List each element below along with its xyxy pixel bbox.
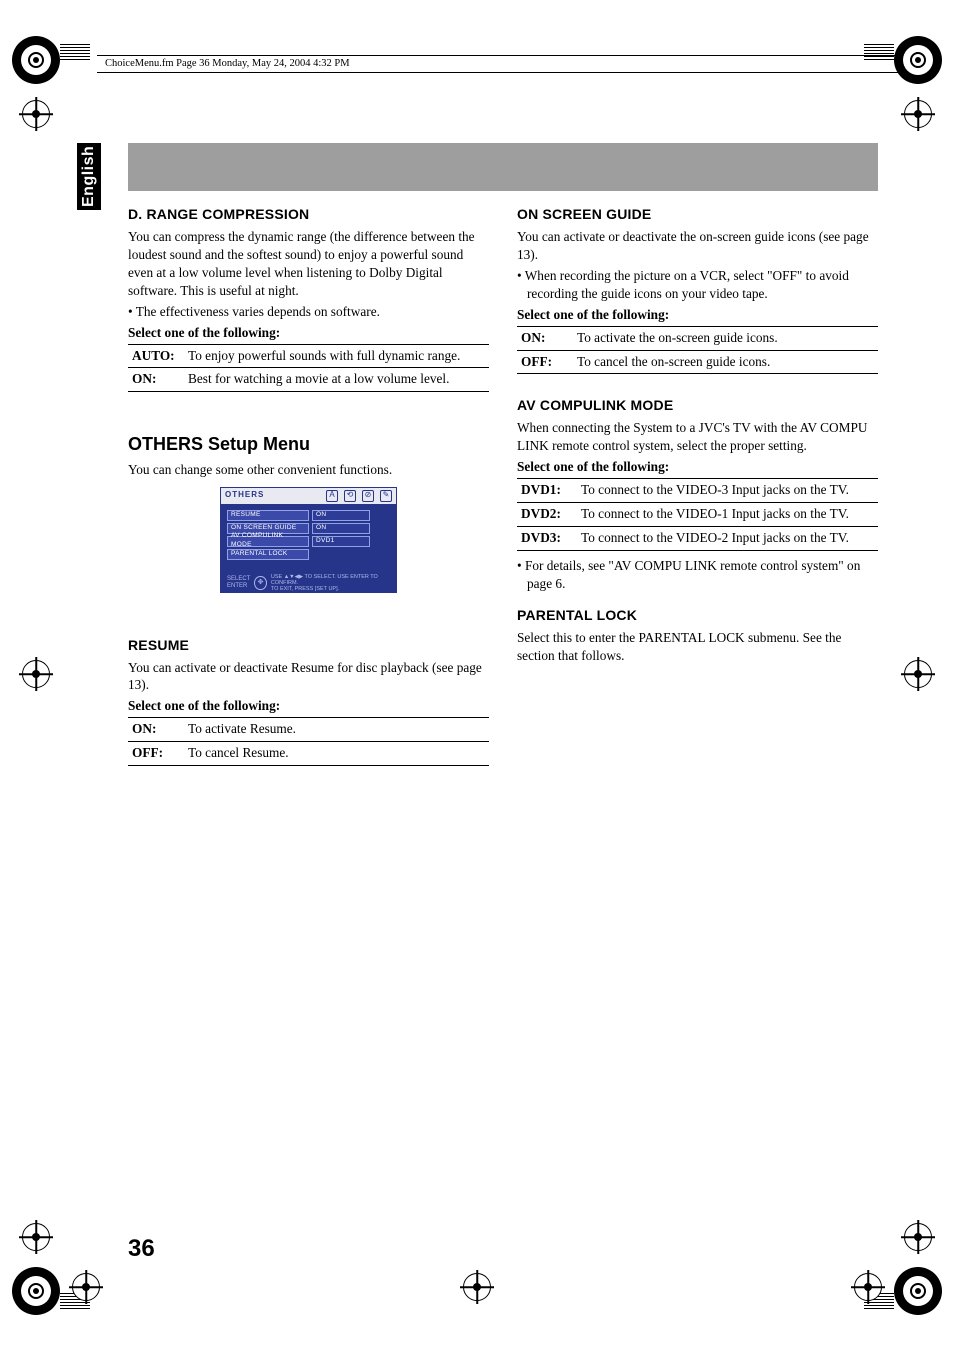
osd-cell-label: AV COMPULINK MODE	[227, 536, 309, 547]
reg-corner-tl	[12, 36, 60, 84]
osd-cell-value: ON	[312, 510, 370, 521]
opt-key: DVD2:	[517, 503, 577, 527]
table-row: AUTO: To enjoy powerful sounds with full…	[128, 344, 489, 368]
opt-val: Best for watching a movie at a low volum…	[184, 368, 489, 392]
opt-key: ON:	[517, 326, 573, 350]
osd-hint-line1: USE ▲▼◀▶ TO SELECT. USE ENTER TO CONFIRM…	[271, 574, 390, 586]
drange-table: AUTO: To enjoy powerful sounds with full…	[128, 344, 489, 393]
osd-cell-label: PARENTAL LOCK	[227, 549, 309, 560]
avc-title: AV COMPULINK MODE	[517, 396, 878, 415]
osd-hint: SELECT ENTER ✥ USE ▲▼◀▶ TO SELECT. USE E…	[227, 574, 390, 592]
running-head-text: ChoiceMenu.fm Page 36 Monday, May 24, 20…	[105, 58, 350, 69]
avc-select: Select one of the following:	[517, 458, 878, 476]
osd-icon: ⟲	[344, 490, 356, 502]
osg-select: Select one of the following:	[517, 306, 878, 324]
osd-title: OTHERS	[225, 490, 264, 501]
opt-key: ON:	[128, 368, 184, 392]
others-para: You can change some other convenient fun…	[128, 461, 489, 479]
table-row: OFF: To cancel the on-screen guide icons…	[517, 350, 878, 374]
opt-val: To cancel the on-screen guide icons.	[573, 350, 878, 374]
osg-title: ON SCREEN GUIDE	[517, 205, 878, 224]
reg-corner-tr	[894, 36, 942, 84]
drange-para: You can compress the dynamic range (the …	[128, 228, 489, 300]
opt-val: To activate the on-screen guide icons.	[573, 326, 878, 350]
table-row: DVD3: To connect to the VIDEO-2 Input ja…	[517, 527, 878, 551]
opt-key: AUTO:	[128, 344, 184, 368]
language-tab: English	[77, 143, 101, 210]
osd-cell-value: ON	[312, 523, 370, 534]
osd-cell-label: RESUME	[227, 510, 309, 521]
drange-select: Select one of the following:	[128, 324, 489, 342]
opt-val: To enjoy powerful sounds with full dynam…	[184, 344, 489, 368]
drange-bullet: • The effectiveness varies depends on so…	[128, 303, 489, 321]
page-number: 36	[128, 1235, 155, 1263]
table-row: ON: To activate Resume.	[128, 718, 489, 742]
table-row: ON: Best for watching a movie at a low v…	[128, 368, 489, 392]
running-head: ChoiceMenu.fm Page 36 Monday, May 24, 20…	[97, 55, 899, 73]
cross-brn	[854, 1273, 882, 1301]
osd-arrows-icon: ✥	[254, 576, 267, 590]
osd-cell-value: DVD1	[312, 536, 370, 547]
reg-corner-br	[894, 1267, 942, 1315]
cross-mr	[904, 660, 932, 688]
osg-table: ON: To activate the on-screen guide icon…	[517, 326, 878, 375]
page: ChoiceMenu.fm Page 36 Monday, May 24, 20…	[0, 0, 954, 1351]
opt-key: OFF:	[517, 350, 573, 374]
opt-val: To connect to the VIDEO-2 Input jacks on…	[577, 527, 878, 551]
opt-key: OFF:	[128, 742, 184, 766]
osd-hint-enter: ENTER	[227, 583, 250, 590]
opt-val: To connect to the VIDEO-3 Input jacks on…	[577, 479, 878, 503]
opt-key: ON:	[128, 718, 184, 742]
content-columns: D. RANGE COMPRESSION You can compress th…	[128, 205, 878, 772]
cross-tl	[22, 100, 50, 128]
cross-bc	[463, 1273, 491, 1301]
resume-para: You can activate or deactivate Resume fo…	[128, 659, 489, 695]
avc-table: DVD1: To connect to the VIDEO-3 Input ja…	[517, 478, 878, 551]
opt-val: To cancel Resume.	[184, 742, 489, 766]
osd-titlebar: OTHERS A ⟲ ⊘ ✎	[220, 487, 397, 505]
plock-title: PARENTAL LOCK	[517, 606, 878, 625]
osd-body: RESUME ON ON SCREEN GUIDE ON AV COMPULIN…	[220, 505, 397, 593]
opt-key: DVD3:	[517, 527, 577, 551]
avc-footnote: • For details, see "AV COMPU LINK remote…	[517, 557, 878, 593]
cross-ml	[22, 660, 50, 688]
osg-bullet: • When recording the picture on a VCR, s…	[517, 267, 878, 303]
drange-title: D. RANGE COMPRESSION	[128, 205, 489, 224]
table-row: DVD1: To connect to the VIDEO-3 Input ja…	[517, 479, 878, 503]
opt-key: DVD1:	[517, 479, 577, 503]
cross-bln	[72, 1273, 100, 1301]
osd-menu-graphic: OTHERS A ⟲ ⊘ ✎ RESUME ON ON SCREEN GUIDE…	[220, 487, 397, 612]
osd-hint-select: SELECT	[227, 576, 250, 583]
cross-bl	[22, 1223, 50, 1251]
osd-row: RESUME ON	[227, 510, 390, 521]
plock-para: Select this to enter the PARENTAL LOCK s…	[517, 629, 878, 665]
others-title: OTHERS Setup Menu	[128, 432, 489, 456]
right-column: ON SCREEN GUIDE You can activate or deac…	[517, 205, 878, 772]
opt-val: To activate Resume.	[184, 718, 489, 742]
left-column: D. RANGE COMPRESSION You can compress th…	[128, 205, 489, 772]
reg-corner-bl	[12, 1267, 60, 1315]
table-row: ON: To activate the on-screen guide icon…	[517, 326, 878, 350]
osd-row: AV COMPULINK MODE DVD1	[227, 536, 390, 547]
cross-br	[904, 1223, 932, 1251]
resume-title: RESUME	[128, 636, 489, 655]
osd-row: PARENTAL LOCK	[227, 549, 390, 560]
osd-hint-line2: TO EXIT, PRESS [SET UP].	[271, 586, 390, 592]
osd-icon: ⊘	[362, 490, 374, 502]
resume-table: ON: To activate Resume. OFF: To cancel R…	[128, 717, 489, 766]
osd-icon: A	[326, 490, 338, 502]
opt-val: To connect to the VIDEO-1 Input jacks on…	[577, 503, 878, 527]
table-row: DVD2: To connect to the VIDEO-1 Input ja…	[517, 503, 878, 527]
hatch-tl	[60, 42, 90, 60]
grey-banner	[128, 143, 878, 191]
resume-select: Select one of the following:	[128, 697, 489, 715]
table-row: OFF: To cancel Resume.	[128, 742, 489, 766]
osg-para: You can activate or deactivate the on-sc…	[517, 228, 878, 264]
cross-tr	[904, 100, 932, 128]
avc-para: When connecting the System to a JVC's TV…	[517, 419, 878, 455]
osd-icon: ✎	[380, 490, 392, 502]
